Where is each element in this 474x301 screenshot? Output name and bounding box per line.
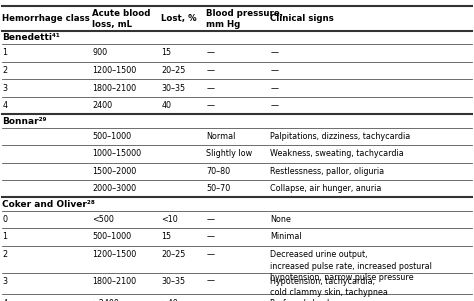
Text: 3: 3 [2, 84, 8, 93]
Text: Coker and Oliver²⁸: Coker and Oliver²⁸ [2, 200, 95, 209]
Text: Slightly low: Slightly low [206, 149, 252, 158]
Text: >40: >40 [161, 299, 178, 301]
Text: Profound shock: Profound shock [270, 299, 332, 301]
Text: 0: 0 [2, 215, 8, 224]
Text: 4: 4 [2, 101, 8, 110]
Text: —: — [206, 232, 214, 241]
Text: Hemorrhage class: Hemorrhage class [2, 14, 90, 23]
Text: 2400: 2400 [92, 101, 112, 110]
Text: 20–25: 20–25 [161, 66, 185, 75]
Text: 1500–2000: 1500–2000 [92, 167, 137, 176]
Text: None: None [270, 215, 291, 224]
Text: 1: 1 [2, 48, 8, 57]
Text: Palpitations, dizziness, tachycardia: Palpitations, dizziness, tachycardia [270, 132, 410, 141]
Text: 70–80: 70–80 [206, 167, 230, 176]
Text: 15: 15 [161, 48, 171, 57]
Text: 30–35: 30–35 [161, 84, 185, 93]
Text: —: — [270, 101, 278, 110]
Text: —: — [206, 299, 214, 301]
Text: 500–1000: 500–1000 [92, 132, 132, 141]
Text: 1: 1 [2, 232, 8, 241]
Text: >2400: >2400 [92, 299, 119, 301]
Text: 1000–15000: 1000–15000 [92, 149, 142, 158]
Text: 1200–1500: 1200–1500 [92, 250, 137, 259]
Text: 500–1000: 500–1000 [92, 232, 132, 241]
Text: <10: <10 [161, 215, 178, 224]
Text: 50–70: 50–70 [206, 184, 230, 193]
Text: 15: 15 [161, 232, 171, 241]
Text: 1800–2100: 1800–2100 [92, 84, 137, 93]
Text: <500: <500 [92, 215, 114, 224]
Text: Blood pressure,
mm Hg: Blood pressure, mm Hg [206, 9, 283, 29]
Text: —: — [206, 66, 214, 75]
Text: —: — [270, 84, 278, 93]
Text: Minimal: Minimal [270, 232, 302, 241]
Text: Weakness, sweating, tachycardia: Weakness, sweating, tachycardia [270, 149, 404, 158]
Text: 30–35: 30–35 [161, 277, 185, 286]
Text: —: — [206, 48, 214, 57]
Text: —: — [206, 250, 214, 259]
Text: 4: 4 [2, 299, 8, 301]
Text: —: — [206, 84, 214, 93]
Text: —: — [206, 277, 214, 286]
Text: 1200–1500: 1200–1500 [92, 66, 137, 75]
Text: Clinical signs: Clinical signs [270, 14, 334, 23]
Text: —: — [206, 101, 214, 110]
Text: Restlessness, pallor, oliguria: Restlessness, pallor, oliguria [270, 167, 384, 176]
Text: 20–25: 20–25 [161, 250, 185, 259]
Text: 1800–2100: 1800–2100 [92, 277, 137, 286]
Text: Decreased urine output,
increased pulse rate, increased postural
hypotension, na: Decreased urine output, increased pulse … [270, 250, 432, 282]
Text: Benedetti⁴¹: Benedetti⁴¹ [2, 33, 60, 42]
Text: Acute blood
loss, mL: Acute blood loss, mL [92, 9, 151, 29]
Text: Hypotension, tachycardia,
cold clammy skin, tachypnea: Hypotension, tachycardia, cold clammy sk… [270, 277, 388, 297]
Text: 2: 2 [2, 66, 8, 75]
Text: 40: 40 [161, 101, 171, 110]
Text: Bonnar²⁹: Bonnar²⁹ [2, 117, 47, 126]
Text: 900: 900 [92, 48, 108, 57]
Text: Collapse, air hunger, anuria: Collapse, air hunger, anuria [270, 184, 382, 193]
Text: 2000–3000: 2000–3000 [92, 184, 137, 193]
Text: —: — [270, 48, 278, 57]
Text: Lost, %: Lost, % [161, 14, 197, 23]
Text: 3: 3 [2, 277, 8, 286]
Text: —: — [270, 66, 278, 75]
Text: 2: 2 [2, 250, 8, 259]
Text: Normal: Normal [206, 132, 236, 141]
Text: —: — [206, 215, 214, 224]
